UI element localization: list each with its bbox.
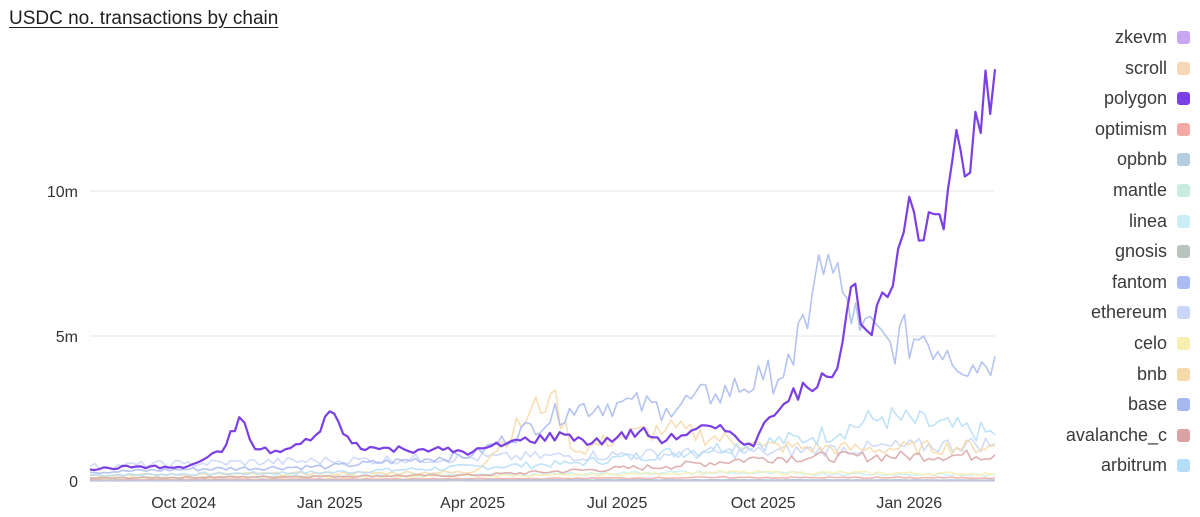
series-line-bnb <box>89 389 996 477</box>
legend-item-opbnb[interactable]: opbnb <box>1117 149 1190 170</box>
legend-label: fantom <box>1111 271 1167 292</box>
legend-label: celo <box>1133 333 1167 353</box>
legend-item-ethereum[interactable]: ethereum <box>1091 302 1190 323</box>
legend-item-avalanche_c[interactable]: avalanche_c <box>1066 425 1190 446</box>
legend-label: base <box>1127 394 1167 415</box>
legend-item-optimism[interactable]: optimism <box>1095 119 1190 140</box>
legend-label: arbitrum <box>1100 455 1167 476</box>
legend-label: zkevm <box>1114 29 1167 47</box>
legend-swatch <box>1177 122 1190 136</box>
y-tick-label: 5m <box>56 329 78 346</box>
legend-label: bnb <box>1136 363 1167 384</box>
legend-swatch <box>1177 245 1190 259</box>
legend-item-linea[interactable]: linea <box>1129 211 1190 232</box>
legend-item-celo[interactable]: celo <box>1134 333 1190 354</box>
legend-swatch <box>1177 92 1190 106</box>
legend-label: ethereum <box>1090 302 1167 323</box>
chart-legend: zkevm scroll polygon optimism opbnb mantle lin… <box>1000 29 1200 499</box>
y-tick-label: 10m <box>47 184 78 201</box>
series-line-arbitrum <box>90 406 996 477</box>
chart-title: USDC no. transactions by chain <box>9 8 279 29</box>
legend-label: polygon <box>1103 88 1167 109</box>
legend-swatch <box>1177 398 1190 412</box>
series-line-base <box>89 253 996 475</box>
legend-item-polygon[interactable]: polygon <box>1104 88 1190 109</box>
series-line-avalanche_c <box>89 449 996 480</box>
legend-swatch <box>1177 337 1190 350</box>
legend-label: optimism <box>1094 118 1167 139</box>
x-tick-label: Apr 2025 <box>440 495 505 512</box>
legend-item-bnb[interactable]: bnb <box>1137 364 1190 385</box>
legend-label: gnosis <box>1114 241 1167 262</box>
legend-swatch <box>1177 459 1190 473</box>
x-tick-label: Jan 2026 <box>876 495 942 512</box>
x-tick-label: Jul 2025 <box>587 495 648 512</box>
legend-item-fantom[interactable]: fantom <box>1112 272 1190 293</box>
legend-swatch <box>1177 31 1190 44</box>
legend-swatch <box>1177 61 1190 75</box>
series-lines <box>89 69 997 482</box>
legend-item-gnosis[interactable]: gnosis <box>1115 241 1190 262</box>
x-tick-label: Jan 2025 <box>297 495 363 512</box>
legend-item-base[interactable]: base <box>1128 394 1190 415</box>
legend-label: scroll <box>1124 57 1167 78</box>
y-tick-label: 0 <box>69 474 78 491</box>
legend-swatch <box>1177 306 1190 320</box>
legend-swatch <box>1177 428 1190 442</box>
legend-swatch <box>1177 214 1190 228</box>
legend-label: linea <box>1128 210 1167 231</box>
legend-label: avalanche_c <box>1065 424 1167 445</box>
legend-label: mantle <box>1112 180 1167 200</box>
legend-swatch <box>1177 153 1190 167</box>
legend-item-zkevm[interactable]: zkevm <box>1115 29 1190 48</box>
x-tick-label: Oct 2025 <box>731 495 796 512</box>
series-line-ethereum <box>89 437 996 470</box>
legend-swatch <box>1177 184 1190 197</box>
legend-swatch <box>1177 275 1190 289</box>
legend-item-mantle[interactable]: mantle <box>1113 180 1190 201</box>
legend-label: opbnb <box>1116 149 1167 170</box>
legend-swatch <box>1177 367 1190 381</box>
legend-item-arbitrum[interactable]: arbitrum <box>1101 455 1190 476</box>
x-tick-label: Oct 2024 <box>151 495 216 512</box>
axes: 0 5m 10m Oct 2024 Jan 2025 Apr 2025 Jul 2025 Oc… <box>47 184 995 512</box>
line-chart: 0 5m 10m Oct 2024 Jan 2025 Apr 2025 Jul 2025 Oc… <box>47 69 997 512</box>
series-line-polygon <box>89 69 997 472</box>
legend-item-scroll[interactable]: scroll <box>1125 58 1190 79</box>
